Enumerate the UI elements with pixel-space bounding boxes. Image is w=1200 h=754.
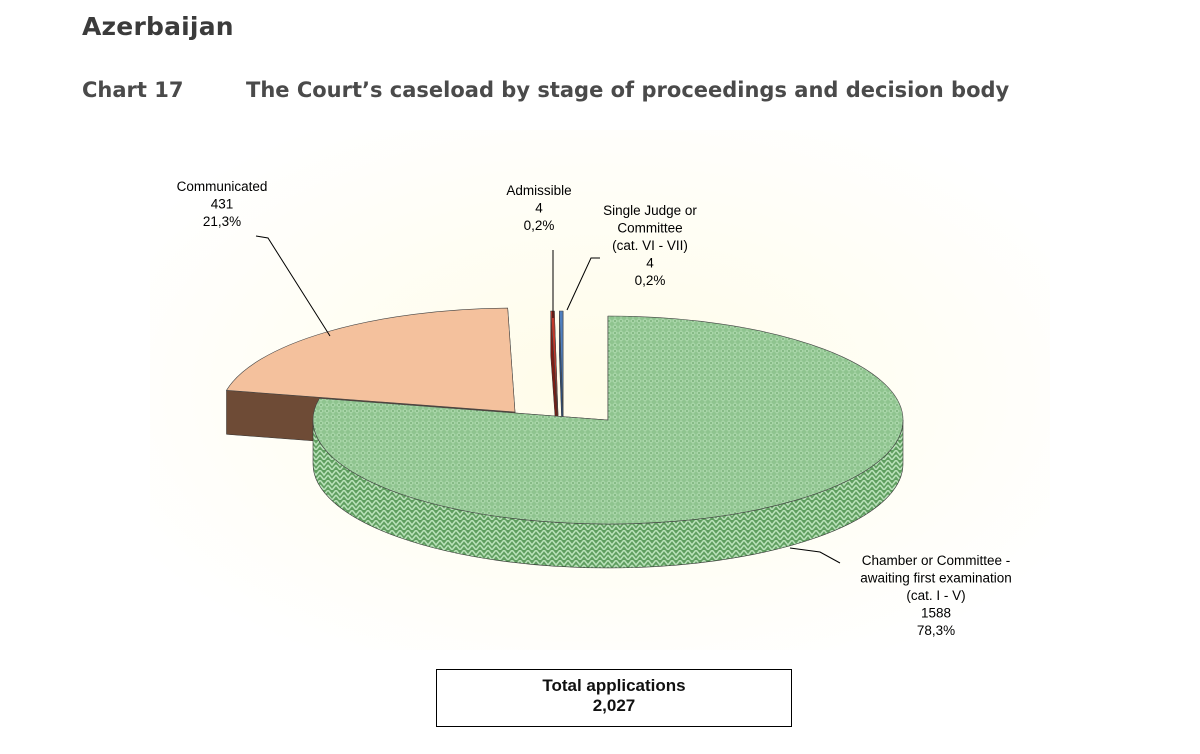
slice-label-line: 0,2% bbox=[635, 273, 666, 288]
slice-label-line: 4 bbox=[646, 256, 654, 271]
pie-slice bbox=[312, 315, 904, 569]
leader-line bbox=[566, 257, 600, 311]
slice-label-line: Chamber or Committee - bbox=[862, 553, 1011, 568]
slice-label-line: 78,3% bbox=[917, 623, 955, 638]
total-label: Total applications bbox=[542, 676, 686, 695]
slice-label-line: Single Judge or bbox=[603, 203, 697, 218]
slice-label: Communicated 431 21,3% bbox=[177, 179, 268, 229]
chart-number: Chart 17 bbox=[82, 78, 184, 102]
slice-top-face bbox=[312, 315, 904, 525]
slice-label-line: 0,2% bbox=[524, 218, 555, 233]
country-title: Azerbaijan bbox=[82, 12, 234, 41]
leader-line bbox=[255, 235, 331, 337]
slice-label-line: (cat. VI - VII) bbox=[612, 238, 688, 253]
chart-title: The Court’s caseload by stage of proceed… bbox=[246, 78, 1010, 102]
slice-label-line: (cat. I - V) bbox=[906, 588, 965, 603]
slice-labels: Chamber or Committee - awaiting first exa… bbox=[177, 179, 1012, 638]
slice-label-line: 1588 bbox=[921, 606, 951, 621]
slice-label-line: 431 bbox=[211, 197, 234, 212]
slice-label-line: Communicated bbox=[177, 179, 268, 194]
slice-label-line: Committee bbox=[617, 221, 682, 236]
leader-line bbox=[789, 547, 841, 564]
pie-slices bbox=[225, 307, 904, 569]
slice-label-line: Admissible bbox=[506, 183, 571, 198]
leader-lines bbox=[255, 235, 841, 564]
slice-label-line: awaiting first examination bbox=[860, 571, 1012, 586]
slice-label-line: 4 bbox=[535, 201, 543, 216]
slice-label: Single Judge or Committee (cat. VI - VII) 4… bbox=[603, 203, 697, 288]
slice-top-face bbox=[559, 310, 564, 416]
slice-label: Chamber or Committee - awaiting first exa… bbox=[860, 553, 1012, 638]
total-value: 2,027 bbox=[592, 696, 636, 715]
slice-label: Admissible 4 0,2% bbox=[506, 183, 571, 233]
slice-top-face bbox=[225, 307, 516, 413]
slice-label-line: 21,3% bbox=[203, 214, 241, 229]
total-applications-box: Total applications 2,027 bbox=[436, 669, 792, 727]
